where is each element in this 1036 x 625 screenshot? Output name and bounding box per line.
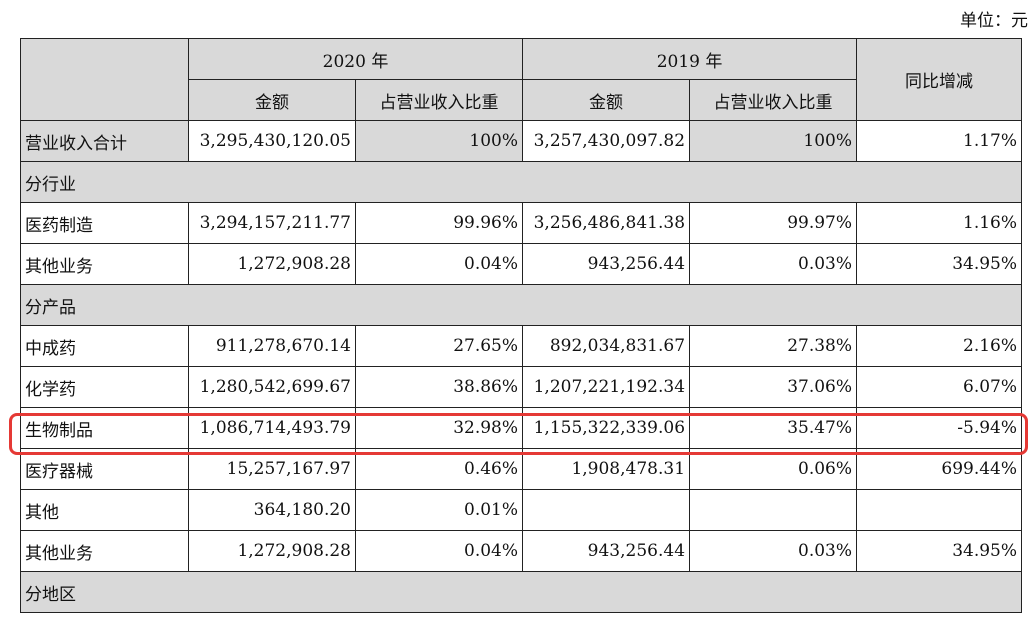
cell-yoy <box>856 489 1023 531</box>
section-row-industry: 分行业 <box>19 161 1023 203</box>
header-year-2019: 2019 年 <box>522 38 858 80</box>
table-row: 化学药 1,280,542,699.67 38.86% 1,207,221,19… <box>20 366 1023 408</box>
table-row: 其他业务 1,272,908.28 0.04% 943,256.44 0.03%… <box>20 530 1023 572</box>
row-label: 其他 <box>20 489 189 531</box>
table-row: 中成药 911,278,670.14 27.65% 892,034,831.67… <box>20 325 1023 367</box>
cell-share-2020: 38.86% <box>354 366 524 408</box>
cell-yoy: 34.95% <box>856 243 1023 285</box>
table-row-highlighted: 生物制品 1,086,714,493.79 32.98% 1,155,322,3… <box>20 407 1023 449</box>
cell-amount-2020: 1,272,908.28 <box>188 243 356 285</box>
header-amount-2019: 金额 <box>522 79 691 121</box>
cell-amount-2020: 3,294,157,211.77 <box>188 202 356 244</box>
cell-share-2020: 0.04% <box>354 243 524 285</box>
section-row-product: 分产品 <box>19 284 1023 326</box>
cell-amount-2020: 1,280,542,699.67 <box>188 366 356 408</box>
cell-amount-2019 <box>522 489 691 531</box>
section-row-region: 分地区 <box>19 571 1023 613</box>
cell-amount-2019: 892,034,831.67 <box>522 325 691 367</box>
row-label: 化学药 <box>20 366 189 408</box>
cell-yoy: 699.44% <box>856 448 1023 490</box>
header-share-2019: 占营业收入比重 <box>689 79 858 121</box>
cell-amount-2019: 1,155,322,339.06 <box>522 407 691 449</box>
section-label: 分地区 <box>19 571 1023 613</box>
row-label: 中成药 <box>20 325 189 367</box>
cell-amount-2019: 1,908,478.31 <box>522 448 691 490</box>
cell-amount-2020: 1,086,714,493.79 <box>188 407 356 449</box>
row-label: 其他业务 <box>20 530 189 572</box>
table-row: 其他 364,180.20 0.01% <box>20 489 1023 531</box>
table-row-total: 营业收入合计 3,295,430,120.05 100% 3,257,430,0… <box>20 120 1023 162</box>
cell-share-2020: 0.04% <box>354 530 524 572</box>
row-label: 生物制品 <box>20 407 189 449</box>
header-share-2020: 占营业收入比重 <box>354 79 524 121</box>
cell-share-2019: 100% <box>689 120 858 162</box>
header-yoy: 同比增减 <box>856 38 1023 121</box>
cell-amount-2020: 911,278,670.14 <box>188 325 356 367</box>
cell-share-2019: 37.06% <box>689 366 858 408</box>
table-row: 医疗器械 15,257,167.97 0.46% 1,908,478.31 0.… <box>20 448 1023 490</box>
header-corner-cell <box>20 38 189 121</box>
cell-share-2020: 100% <box>354 120 524 162</box>
cell-amount-2019: 943,256.44 <box>522 530 691 572</box>
cell-yoy: 6.07% <box>856 366 1023 408</box>
row-label: 其他业务 <box>20 243 189 285</box>
cell-amount-2020: 364,180.20 <box>188 489 356 531</box>
cell-share-2019: 35.47% <box>689 407 858 449</box>
cell-share-2019: 0.03% <box>689 530 858 572</box>
cell-share-2020: 0.46% <box>354 448 524 490</box>
cell-share-2020: 32.98% <box>354 407 524 449</box>
table-row: 医药制造 3,294,157,211.77 99.96% 3,256,486,8… <box>20 202 1023 244</box>
cell-share-2019: 0.06% <box>689 448 858 490</box>
cell-share-2019: 0.03% <box>689 243 858 285</box>
header-row-columns: 金额 占营业收入比重 金额 占营业收入比重 <box>21 79 1022 121</box>
header-row-years: 2020 年 2019 年 同比增减 <box>20 38 1023 121</box>
cell-amount-2019: 1,207,221,192.34 <box>522 366 691 408</box>
unit-label: 单位：元 <box>960 11 1028 31</box>
cell-yoy: 1.16% <box>856 202 1023 244</box>
cell-amount-2019: 3,256,486,841.38 <box>522 202 691 244</box>
cell-yoy: 34.95% <box>856 530 1023 572</box>
header-year-2020: 2020 年 <box>187 38 524 80</box>
cell-share-2020: 0.01% <box>354 489 524 531</box>
cell-yoy: 2.16% <box>856 325 1023 367</box>
cell-share-2020: 99.96% <box>354 202 524 244</box>
section-label: 分行业 <box>19 161 1023 203</box>
cell-amount-2020: 1,272,908.28 <box>188 530 356 572</box>
cell-amount-2019: 3,257,430,097.82 <box>522 120 691 162</box>
row-label: 医药制造 <box>20 202 189 244</box>
cell-yoy: 1.17% <box>856 120 1023 162</box>
section-label: 分产品 <box>19 284 1023 326</box>
table-row: 其他业务 1,272,908.28 0.04% 943,256.44 0.03%… <box>20 243 1023 285</box>
cell-share-2019 <box>689 489 858 531</box>
row-label: 营业收入合计 <box>20 120 189 162</box>
cell-yoy: -5.94% <box>856 407 1023 449</box>
cell-amount-2020: 3,295,430,120.05 <box>188 120 356 162</box>
cell-share-2019: 27.38% <box>689 325 858 367</box>
cell-share-2020: 27.65% <box>354 325 524 367</box>
cell-amount-2019: 943,256.44 <box>522 243 691 285</box>
header-amount-2020: 金额 <box>188 79 356 121</box>
row-label: 医疗器械 <box>20 448 189 490</box>
cell-share-2019: 99.97% <box>689 202 858 244</box>
cell-amount-2020: 15,257,167.97 <box>188 448 356 490</box>
revenue-table: 2020 年 2019 年 同比增减 金额 占营业收入比重 金额 占营业收入比重… <box>19 38 1023 613</box>
